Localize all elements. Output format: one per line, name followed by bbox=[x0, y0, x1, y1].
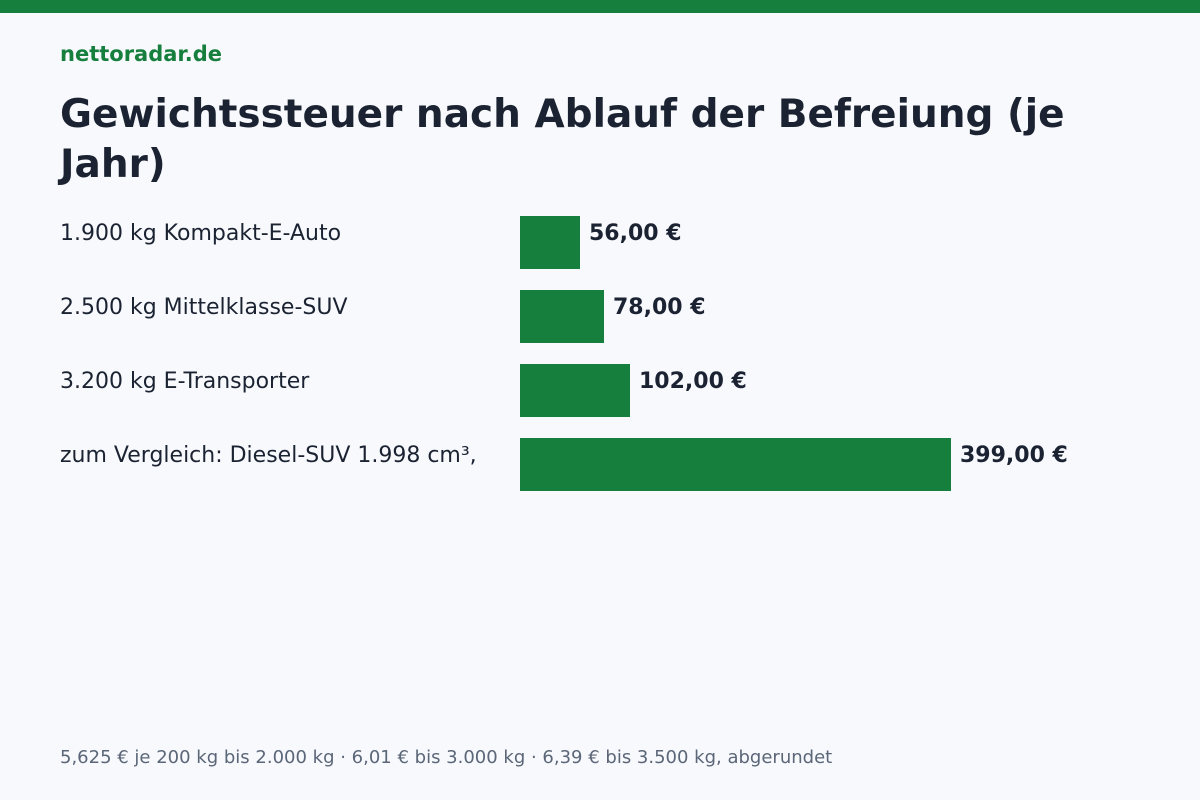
bar bbox=[520, 216, 580, 269]
bar bbox=[520, 290, 604, 343]
bar-row: 1.900 kg Kompakt-E-Auto 56,00 € bbox=[0, 216, 1200, 269]
category-label: 3.200 kg E-Transporter bbox=[60, 369, 310, 394]
category-label: zum Vergleich: Diesel-SUV 1.998 cm³, bbox=[60, 443, 477, 468]
value-label: 78,00 € bbox=[613, 295, 706, 320]
chart-title: Gewichtssteuer nach Ablauf der Befreiung… bbox=[60, 92, 1065, 187]
bar-row: 2.500 kg Mittelklasse-SUV 78,00 € bbox=[0, 290, 1200, 343]
bar bbox=[520, 438, 951, 491]
category-label: 2.500 kg Mittelklasse-SUV bbox=[60, 295, 348, 320]
value-label: 102,00 € bbox=[639, 369, 747, 394]
value-label: 399,00 € bbox=[960, 443, 1068, 468]
category-label: 1.900 kg Kompakt-E-Auto bbox=[60, 221, 342, 246]
value-label: 56,00 € bbox=[589, 221, 682, 246]
brand-logo: nettoradar.de bbox=[60, 42, 223, 66]
bar-row: 3.200 kg E-Transporter 102,00 € bbox=[0, 364, 1200, 417]
top-accent-bar bbox=[0, 0, 1200, 13]
footnote: 5,625 € je 200 kg bis 2.000 kg · 6,01 € … bbox=[60, 747, 833, 768]
bar bbox=[520, 364, 630, 417]
bar-row: zum Vergleich: Diesel-SUV 1.998 cm³, 399,… bbox=[0, 438, 1200, 491]
